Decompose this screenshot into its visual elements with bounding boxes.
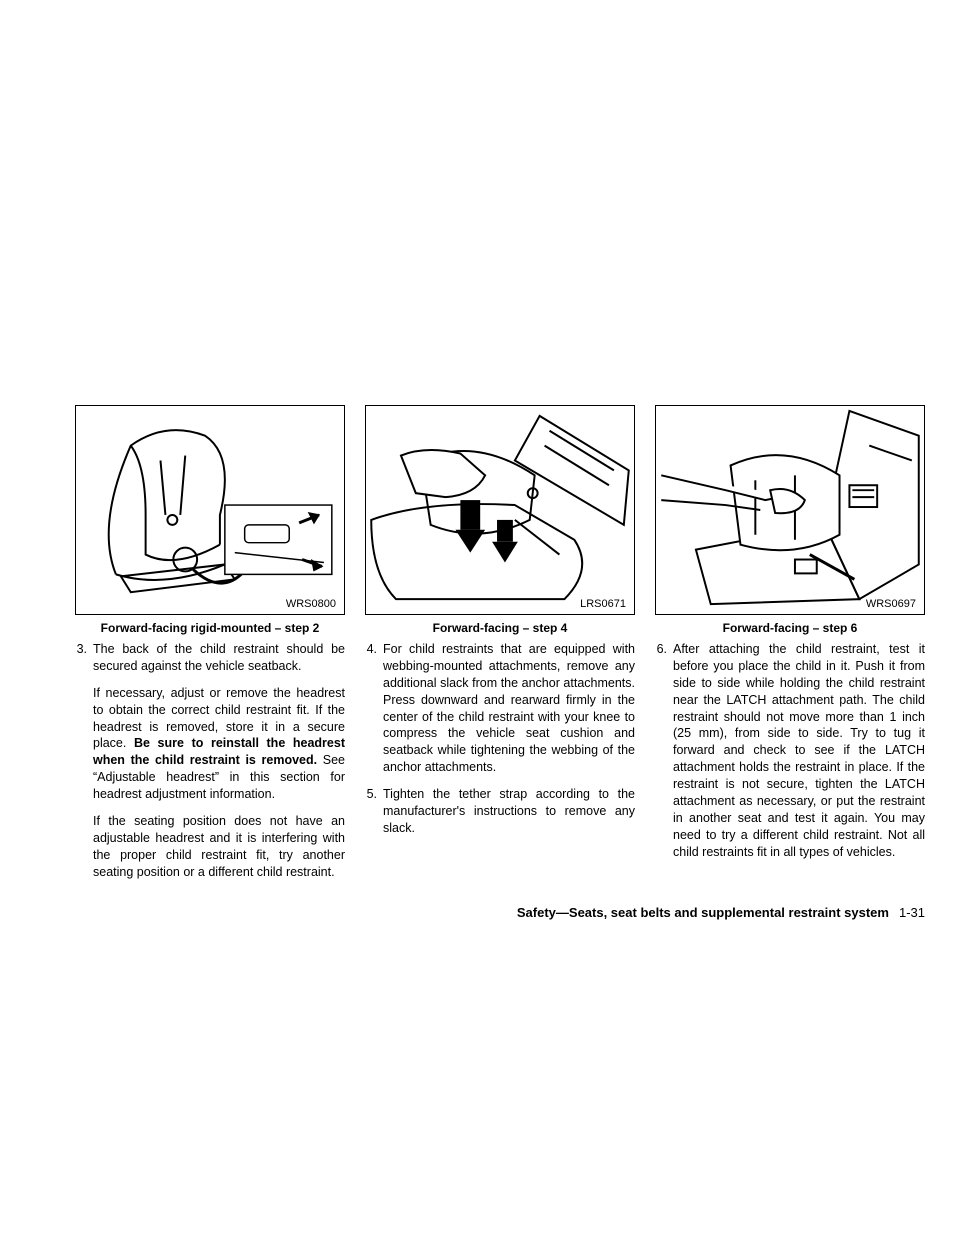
column-1-text: 3. The back of the child restraint shoul… — [75, 641, 345, 880]
caption-1: Forward-facing rigid-mounted – step 2 — [75, 621, 345, 635]
column-2: LRS0671 Forward-facing – step 4 4. For c… — [365, 405, 635, 890]
caption-3: Forward-facing – step 6 — [655, 621, 925, 635]
figure-3: WRS0697 — [655, 405, 925, 615]
step3-para2: If necessary, adjust or remove the headr… — [93, 685, 345, 803]
list-item: 6. After attaching the child restraint, … — [655, 641, 925, 860]
figure-1: WRS0800 — [75, 405, 345, 615]
page-footer: Safety—Seats, seat belts and supplementa… — [517, 905, 925, 920]
list-body: After attaching the child restraint, tes… — [673, 641, 925, 860]
test-seat-illustration-icon — [656, 406, 924, 614]
three-column-layout: WRS0800 Forward-facing rigid-mounted – s… — [75, 405, 925, 890]
page-number: 1-31 — [899, 905, 925, 920]
list-body: The back of the child restraint should b… — [93, 641, 345, 880]
section-title: Safety—Seats, seat belts and supplementa… — [517, 905, 889, 920]
manual-page: WRS0800 Forward-facing rigid-mounted – s… — [75, 405, 925, 890]
figure-1-label: WRS0800 — [284, 598, 338, 610]
press-down-illustration-icon — [366, 406, 634, 614]
figure-3-label: WRS0697 — [864, 598, 918, 610]
list-item: 4. For child restraints that are equippe… — [365, 641, 635, 776]
figure-2-label: LRS0671 — [578, 598, 628, 610]
figure-2: LRS0671 — [365, 405, 635, 615]
list-number: 3. — [75, 641, 93, 880]
list-body: For child restraints that are equipped w… — [383, 641, 635, 776]
list-item: 5. Tighten the tether strap according to… — [365, 786, 635, 837]
list-item: 3. The back of the child restraint shoul… — [75, 641, 345, 880]
step3-text: The back of the child restraint should b… — [93, 642, 345, 673]
child-seat-illustration-icon — [76, 406, 344, 614]
list-number: 4. — [365, 641, 383, 776]
list-body: Tighten the tether strap according to th… — [383, 786, 635, 837]
caption-2: Forward-facing – step 4 — [365, 621, 635, 635]
column-3-text: 6. After attaching the child restraint, … — [655, 641, 925, 860]
column-3: WRS0697 Forward-facing – step 6 6. After… — [655, 405, 925, 890]
list-number: 5. — [365, 786, 383, 837]
column-2-text: 4. For child restraints that are equippe… — [365, 641, 635, 837]
list-number: 6. — [655, 641, 673, 860]
step3-para3: If the seating position does not have an… — [93, 813, 345, 881]
column-1: WRS0800 Forward-facing rigid-mounted – s… — [75, 405, 345, 890]
